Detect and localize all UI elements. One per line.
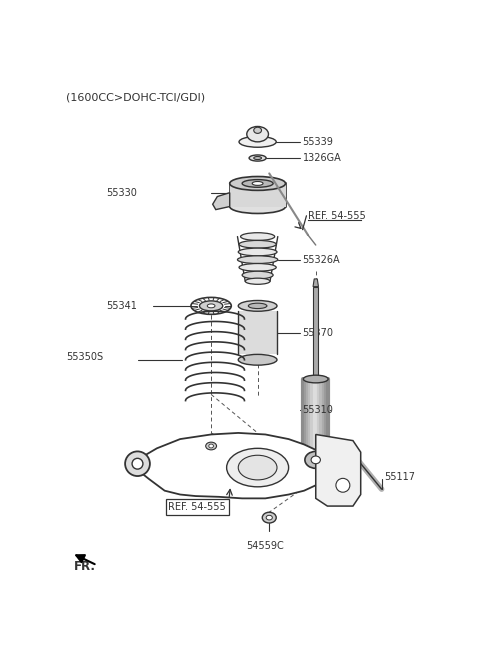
Ellipse shape [305,451,326,468]
Polygon shape [213,193,230,210]
Circle shape [336,478,350,492]
Ellipse shape [207,304,215,308]
Ellipse shape [242,180,273,188]
Text: 55339: 55339 [302,137,334,147]
Text: 1326GA: 1326GA [302,153,341,163]
Ellipse shape [266,516,272,520]
Text: 54559C: 54559C [247,541,284,551]
Polygon shape [238,311,277,354]
Text: 55330: 55330 [107,188,137,197]
Ellipse shape [240,233,275,240]
Ellipse shape [125,451,150,476]
Ellipse shape [206,442,216,450]
Text: 55350S: 55350S [66,352,103,363]
Ellipse shape [262,512,276,523]
Ellipse shape [242,271,273,279]
Ellipse shape [238,248,277,256]
Polygon shape [313,287,318,379]
Text: 55310: 55310 [302,405,334,415]
Text: REF. 54-555: REF. 54-555 [308,211,366,221]
Ellipse shape [254,127,262,133]
Polygon shape [316,434,360,506]
Ellipse shape [238,455,277,480]
Ellipse shape [238,300,277,311]
Polygon shape [230,184,286,207]
Ellipse shape [227,448,288,487]
Polygon shape [136,433,327,499]
Ellipse shape [209,444,214,448]
Text: REF. 54-555: REF. 54-555 [168,502,226,512]
Text: 55117: 55117 [384,472,415,482]
Ellipse shape [238,354,277,365]
Text: (1600CC>DOHC-TCI/GDI): (1600CC>DOHC-TCI/GDI) [66,92,205,102]
Ellipse shape [254,157,262,159]
Ellipse shape [200,301,223,311]
Ellipse shape [239,264,276,271]
Ellipse shape [239,240,276,248]
Text: 55370: 55370 [302,328,334,338]
Ellipse shape [303,375,328,383]
Text: FR.: FR. [74,560,96,573]
Text: 55341: 55341 [107,301,137,311]
Ellipse shape [311,456,321,464]
Ellipse shape [230,176,286,190]
Ellipse shape [252,182,263,186]
Ellipse shape [230,199,286,213]
Ellipse shape [238,256,278,264]
Ellipse shape [247,127,268,142]
Ellipse shape [249,155,266,161]
Ellipse shape [239,136,276,147]
Ellipse shape [245,278,270,284]
Ellipse shape [248,303,267,308]
Polygon shape [313,279,318,287]
Text: 55326A: 55326A [302,255,340,264]
Ellipse shape [132,459,143,469]
